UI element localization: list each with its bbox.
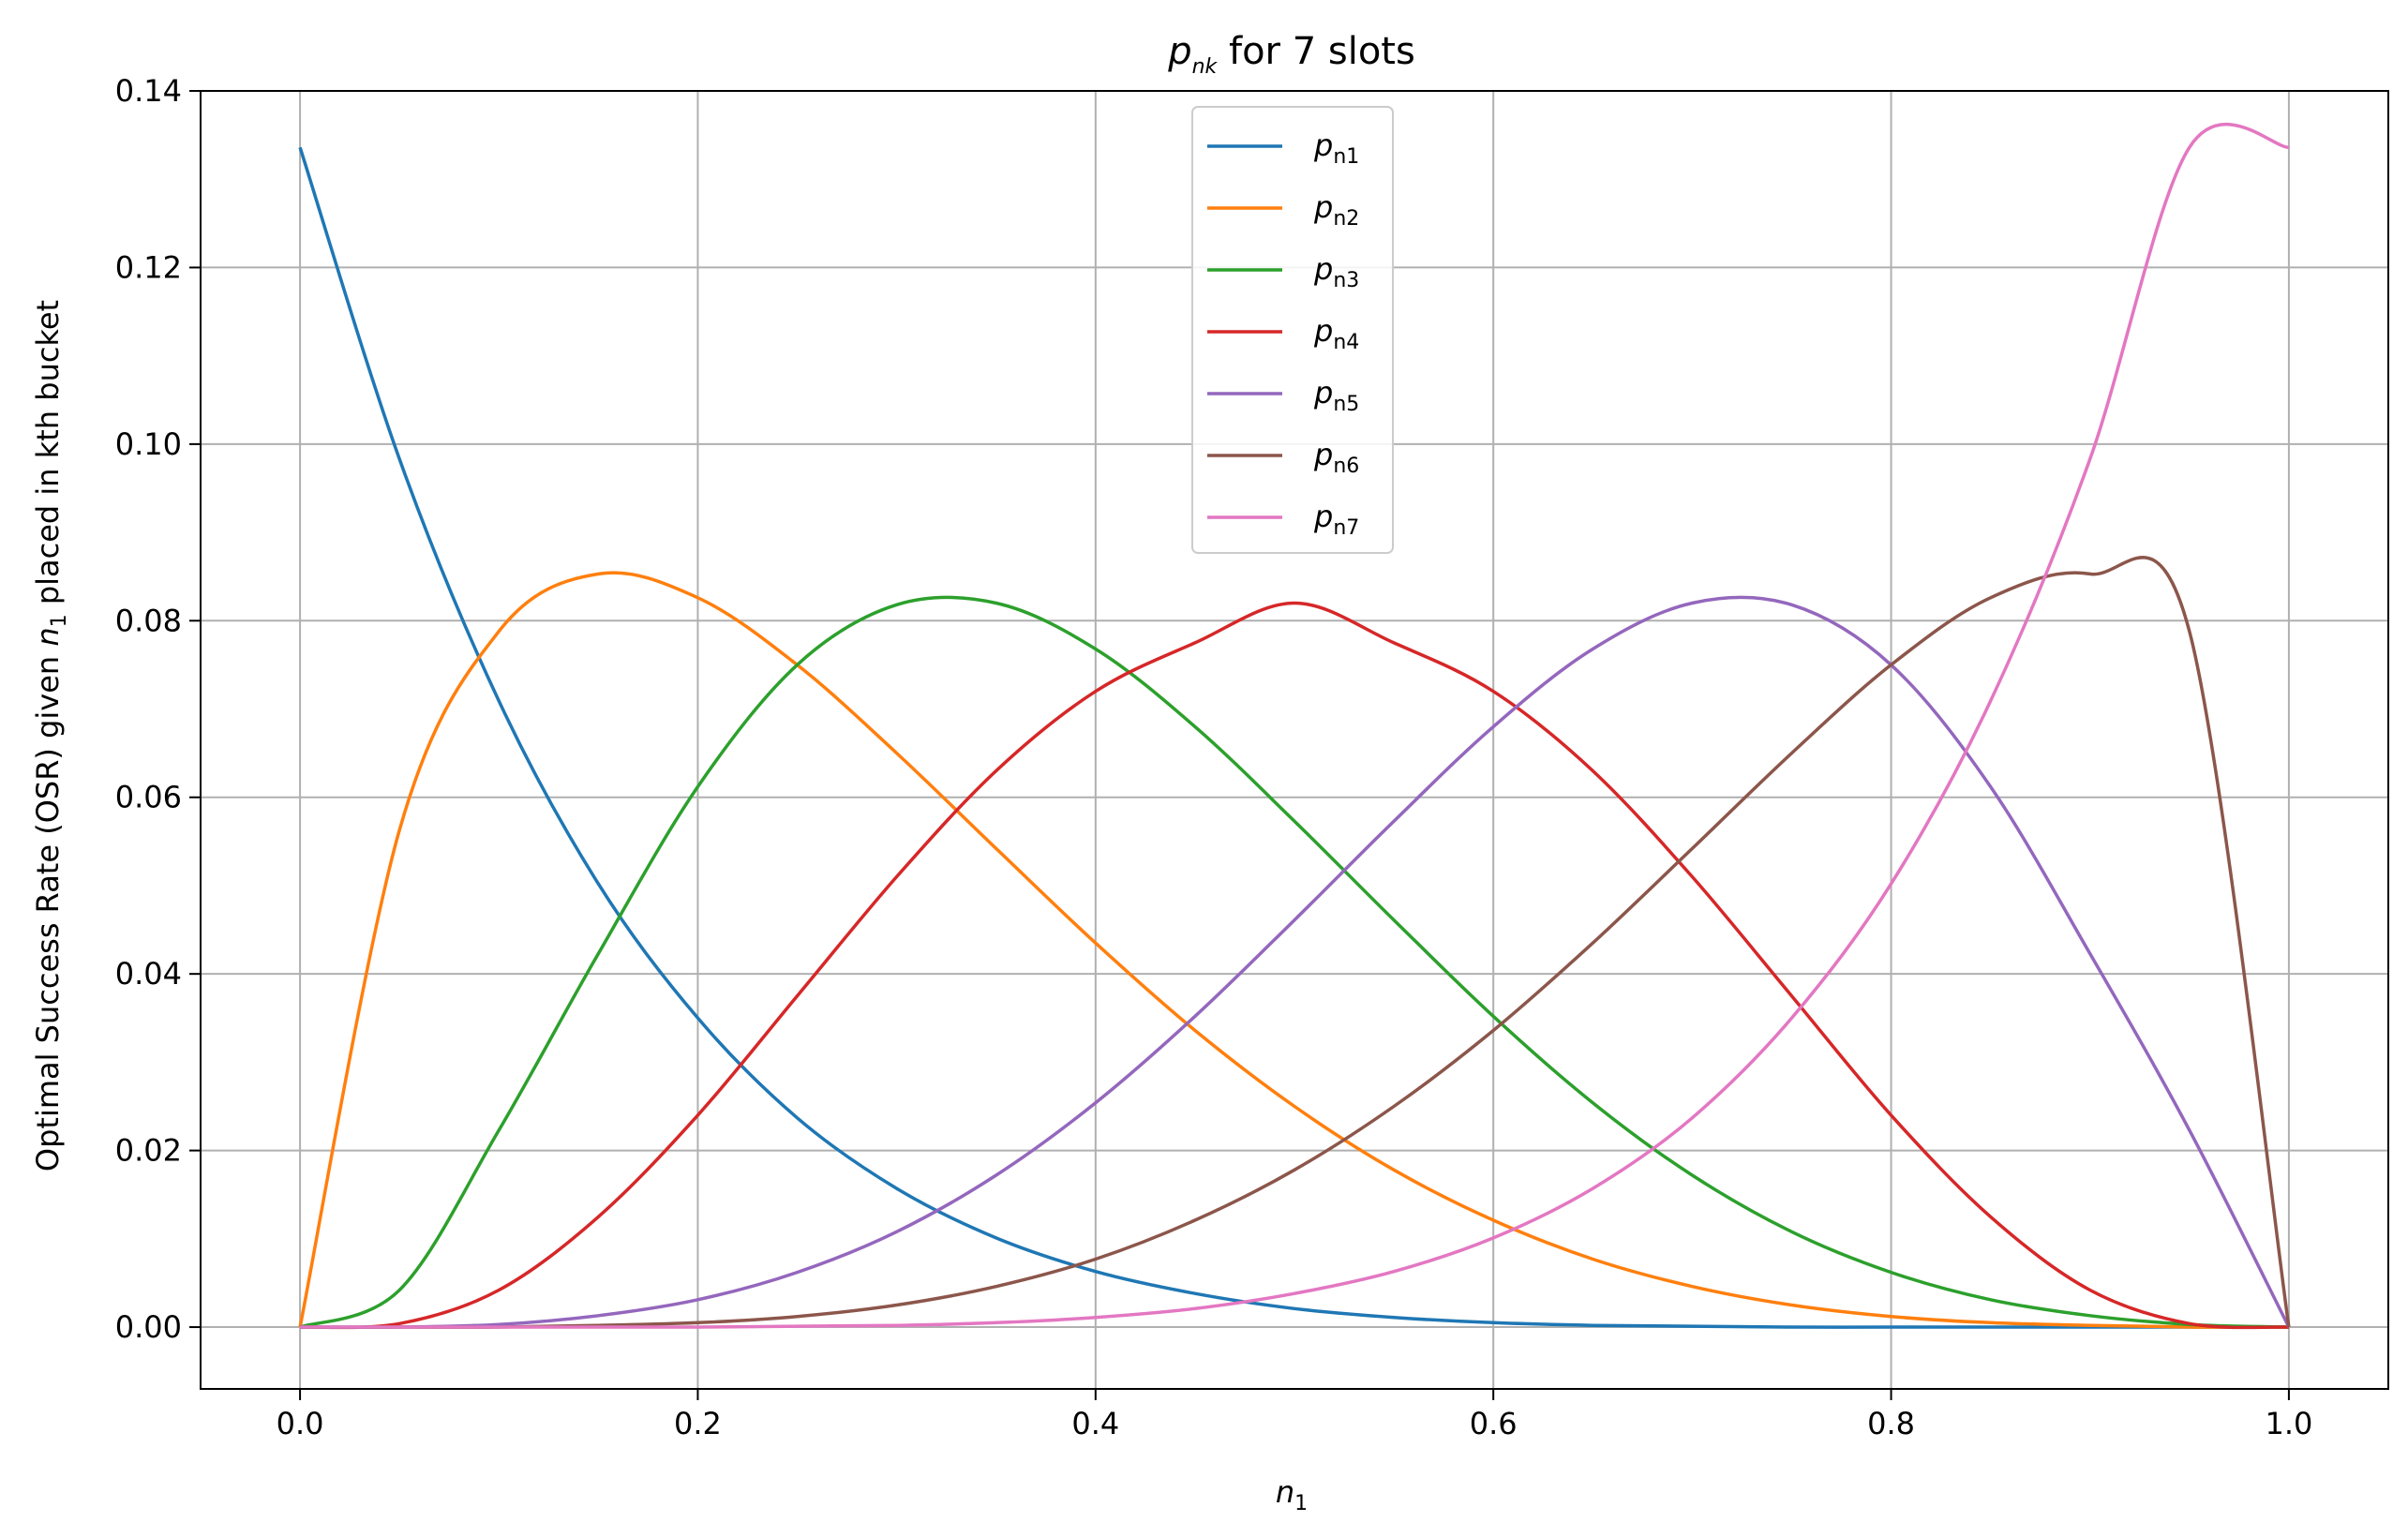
plot-frame [200, 90, 2389, 1390]
series-line-n3 [299, 595, 2289, 1329]
y-tick-label: 0.04 [115, 956, 182, 992]
series-line-n4 [300, 601, 2289, 1330]
y-tick-label: 0.06 [115, 780, 182, 815]
legend-label-n6: pn6 [1313, 437, 1359, 478]
legend-label-n1: pn1 [1313, 127, 1359, 169]
y-tick-label: 0.00 [115, 1309, 182, 1345]
series-line-n7 [300, 123, 2290, 1329]
y-tick-label: 0.14 [115, 73, 182, 109]
y-tick-label: 0.08 [115, 603, 182, 638]
chart-title: pnk for 7 slots [1167, 30, 1415, 79]
series-line-n1 [298, 146, 2289, 1329]
series-line-n6 [300, 556, 2291, 1329]
x-tick-label: 0.8 [1867, 1406, 1915, 1441]
x-tick-label: 0.0 [277, 1406, 324, 1441]
y-axis-label: Optimal Success Rate (OSR) given n1 plac… [30, 300, 71, 1171]
x-label-subscript: 1 [1294, 1492, 1308, 1515]
x-axis-label: n1 [1276, 1474, 1308, 1515]
title-rest: for 7 slots [1217, 30, 1415, 73]
y-label-var: n [30, 627, 66, 646]
y-label-subscript: 1 [48, 614, 71, 627]
x-tick-label: 0.4 [1071, 1406, 1119, 1441]
legend-box [1191, 106, 1394, 554]
x-tick-label: 0.2 [674, 1406, 722, 1441]
y-axis-ticks: 0.00 0.02 0.04 0.06 0.08 0.10 0.12 0.14 [115, 73, 201, 1345]
x-label-var: n [1276, 1474, 1294, 1510]
y-label-after: placed in kth bucket [30, 300, 66, 614]
series-line-n5 [300, 595, 2291, 1329]
x-tick-label: 0.6 [1470, 1406, 1518, 1441]
legend-label-n7: pn7 [1313, 499, 1359, 540]
series-line-n2 [298, 571, 2289, 1329]
title-var-subscript: nk [1192, 55, 1219, 79]
legend-label-n2: pn2 [1313, 189, 1359, 231]
y-tick-label: 0.02 [115, 1133, 182, 1169]
series-layer [298, 123, 2291, 1330]
legend-label-n5: pn5 [1313, 375, 1359, 416]
x-tick-label: 1.0 [2265, 1406, 2312, 1441]
legend-label-n3: pn3 [1313, 251, 1359, 292]
x-axis-ticks: 0.0 0.2 0.4 0.6 0.8 1.0 [277, 1389, 2312, 1441]
title-var: p [1167, 30, 1191, 73]
legend: pn1 pn2 pn3 pn4 pn5 pn6 pn7 [1191, 106, 1394, 554]
y-tick-label: 0.10 [115, 426, 182, 462]
y-label-before: Optimal Success Rate (OSR) given [30, 647, 66, 1171]
y-tick-label: 0.12 [115, 249, 182, 285]
legend-label-n4: pn4 [1313, 313, 1359, 354]
